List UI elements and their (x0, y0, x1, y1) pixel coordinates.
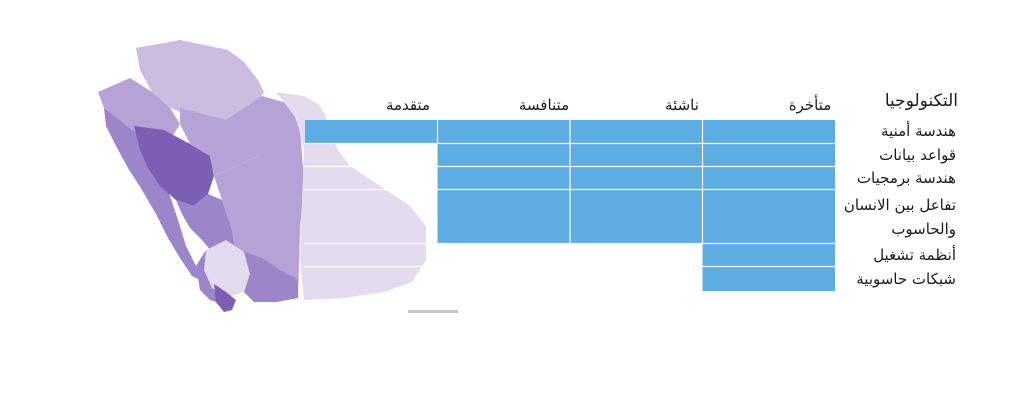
map-region-northwest (98, 78, 180, 142)
level-label-4: متقدمة (386, 96, 430, 114)
level-label-3: متنافسة (519, 96, 569, 114)
bar-4 (437, 190, 835, 243)
category-label-1: هندسة أمنية (881, 121, 956, 140)
levels-header: التكنولوجيا (885, 91, 958, 111)
category-label-6: شبكات حاسوبية (856, 270, 956, 288)
category-label-3: هندسة برمجيات (857, 169, 956, 187)
level-label-2: ناشئة (665, 96, 699, 114)
map-region-southwest (196, 250, 226, 304)
map-watermark (408, 310, 458, 313)
level-label-1: متأخرة (789, 94, 832, 114)
tech-maturity-chart: التكنولوجيا متأخرة ناشئة متنافسة متقدمة هندسة… (304, 91, 958, 291)
category-label-2: قواعد بيانات (879, 146, 956, 164)
labels-layer: التكنولوجيا متأخرة ناشئة متنافسة متقدمة هندسة… (386, 91, 958, 288)
bar-3 (437, 167, 835, 189)
map-region-west (104, 108, 200, 280)
category-label-4-line-2: والحاسوب (891, 220, 956, 238)
map-region-central-dark (134, 126, 214, 206)
map-region-south-light (204, 240, 250, 298)
bar-6 (702, 267, 835, 291)
map-region-southeast (244, 252, 298, 302)
map-region-southtip (214, 284, 236, 312)
bar-5 (702, 244, 835, 266)
saudi-map-image (98, 40, 458, 313)
map-region-north (136, 40, 264, 120)
bar-2 (437, 144, 835, 166)
gridlines-layer (304, 120, 835, 268)
category-label-5: أنظمة تشغيل (873, 245, 956, 264)
category-label-4-line-1: تفاعل بين الانسان (844, 196, 956, 214)
